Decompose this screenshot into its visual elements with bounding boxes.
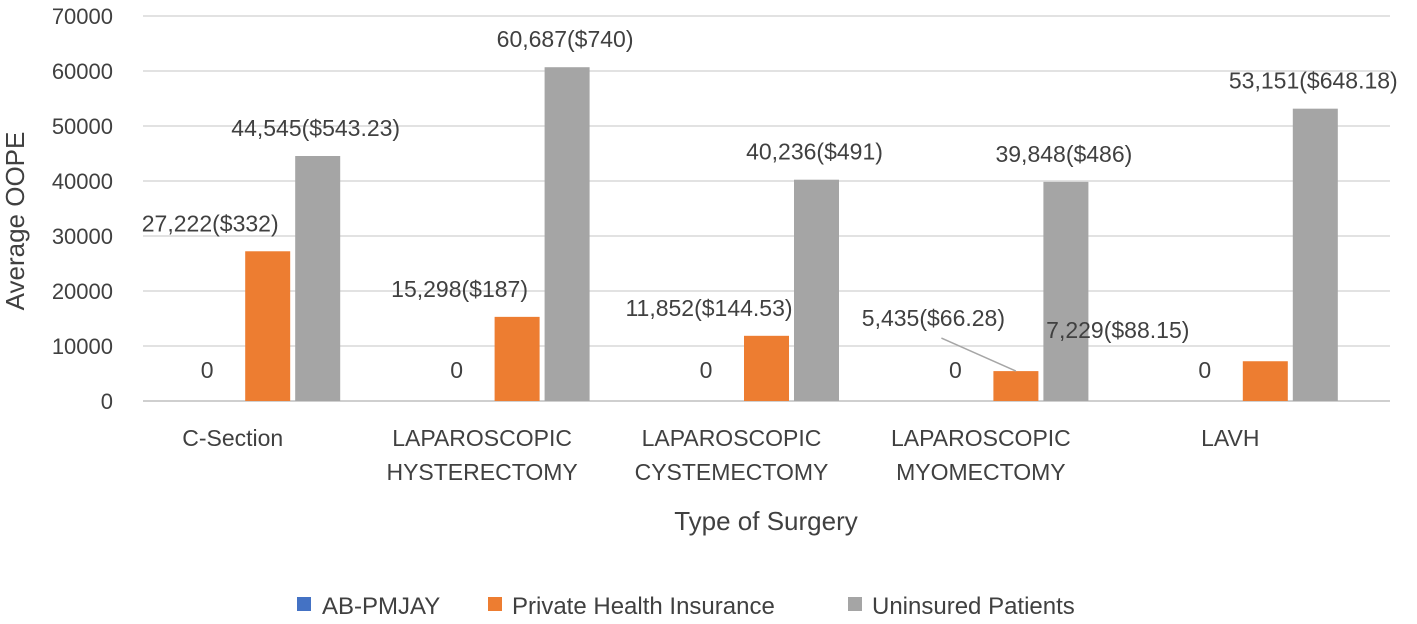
uninsured-bar (1043, 181, 1089, 401)
private-insurance-data-label: 11,852($144.53) (625, 295, 792, 321)
y-tick-label: 20000 (52, 279, 113, 304)
uninsured-data-label: 39,848($486) (995, 141, 1132, 167)
y-axis-ticks: 0 10000 20000 30000 40000 50000 60000 70000 (52, 4, 113, 414)
y-tick-label: 0 (101, 389, 113, 414)
uninsured-bar (544, 67, 590, 401)
uninsured-data-label: 60,687($740) (497, 26, 634, 52)
y-tick-label: 50000 (52, 114, 113, 139)
y-tick-label: 40000 (52, 169, 113, 194)
y-tick-label: 30000 (52, 224, 113, 249)
legend-swatch (488, 597, 502, 611)
uninsured-bar (295, 156, 341, 401)
category-label: C-Section (182, 425, 283, 451)
ab-pmjay-data-label: 0 (1198, 357, 1211, 383)
y-axis-title: Average OOPE (0, 132, 30, 311)
legend: AB-PMJAY Private Health Insurance Uninsure… (297, 593, 1075, 620)
private-insurance-bar (1242, 361, 1288, 401)
category-label: CYSTEMECTOMY (635, 459, 829, 485)
category-label: LAPAROSCOPIC (392, 425, 572, 451)
private-insurance-bar (993, 371, 1039, 401)
category-label: LAVH (1201, 425, 1259, 451)
private-insurance-bar (494, 316, 540, 401)
legend-swatch (848, 597, 862, 611)
private-insurance-data-label: 7,229($88.15) (1046, 317, 1189, 343)
category-label: LAPAROSCOPIC (642, 425, 822, 451)
private-insurance-bar (245, 251, 291, 401)
y-tick-label: 10000 (52, 334, 113, 359)
private-insurance-data-label: 27,222($332) (142, 210, 279, 236)
private-insurance-data-label: 15,298($187) (391, 276, 528, 302)
uninsured-data-label: 53,151($648.18) (1229, 68, 1398, 94)
ab-pmjay-data-label: 0 (949, 357, 962, 383)
category-label: LAPAROSCOPIC (891, 425, 1071, 451)
uninsured-data-label: 40,236($491) (746, 139, 883, 165)
x-axis-title: Type of Surgery (674, 506, 858, 536)
uninsured-bar (1292, 108, 1338, 402)
uninsured-data-label: 44,545($543.23) (231, 115, 400, 141)
gridlines (143, 15, 1390, 402)
legend-label: Uninsured Patients (872, 593, 1075, 620)
ab-pmjay-data-label: 0 (450, 357, 463, 383)
ab-pmjay-data-label: 0 (201, 357, 214, 383)
bars (245, 67, 1338, 402)
category-label: MYOMECTOMY (896, 459, 1066, 485)
x-axis-categories: C-Section LAPAROSCOPIC HYSTERECTOMY LAPAROS… (182, 425, 1259, 485)
ab-pmjay-data-label: 0 (700, 357, 713, 383)
legend-label: Private Health Insurance (512, 593, 775, 620)
private-insurance-bar (744, 335, 789, 401)
y-tick-label: 60000 (52, 59, 113, 84)
legend-swatch (297, 597, 311, 611)
legend-label: AB-PMJAY (322, 593, 440, 620)
category-label: HYSTERECTOMY (386, 459, 577, 485)
data-label-leader-line (941, 337, 1017, 372)
uninsured-bar (794, 179, 839, 401)
private-insurance-data-label: 5,435($66.28) (862, 305, 1005, 331)
y-tick-label: 70000 (52, 4, 113, 29)
data-labels: 0 27,222($332) 44,545($543.23) 0 15,298($187… (142, 26, 1398, 383)
